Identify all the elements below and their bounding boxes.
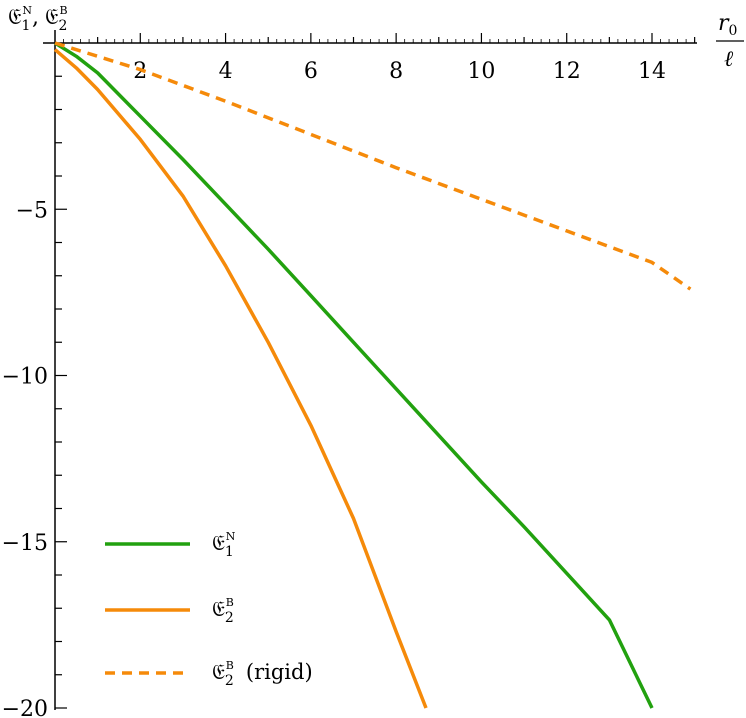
series-line-3	[54, 41, 692, 291]
y-axis: −5 −10 −15 −20	[2, 30, 67, 718]
x-tick-label: 8	[389, 59, 403, 84]
x-axis-title-denominator: ℓ	[724, 47, 734, 72]
x-axis: 2 4 6 8 10 12 14	[43, 33, 697, 84]
series-layer	[53, 41, 692, 709]
x-tick-label: 14	[638, 59, 666, 84]
y-tick-label: −20	[2, 697, 48, 718]
x-axis-title-numerator: r0	[718, 11, 737, 39]
series-line-1	[54, 41, 654, 709]
legend-label-2: 𝔈2B	[212, 596, 234, 626]
x-tick-label: 10	[467, 59, 495, 84]
x-axis-ticks: 2 4 6 8 10 12 14	[63, 33, 696, 84]
x-tick-label: 6	[304, 59, 318, 84]
legend-label-1: 𝔈1N	[212, 530, 236, 560]
series-line-2	[53, 48, 428, 709]
y-tick-label: −5	[16, 198, 48, 223]
legend-label-3: 𝔈2B (rigid)	[212, 659, 313, 689]
y-axis-title: 𝔈1N, 𝔈2B	[8, 4, 68, 34]
x-axis-title: r0 ℓ	[716, 11, 744, 72]
y-tick-label: −15	[2, 531, 48, 556]
x-tick-label: 12	[553, 59, 581, 84]
legend: 𝔈1N 𝔈2B 𝔈2B (rigid)	[105, 530, 313, 689]
x-tick-label: 4	[219, 59, 233, 84]
y-tick-label: −10	[2, 365, 48, 390]
x-tick-label: 2	[133, 59, 147, 84]
y-axis-ticks: −5 −10 −15 −20	[2, 75, 67, 718]
